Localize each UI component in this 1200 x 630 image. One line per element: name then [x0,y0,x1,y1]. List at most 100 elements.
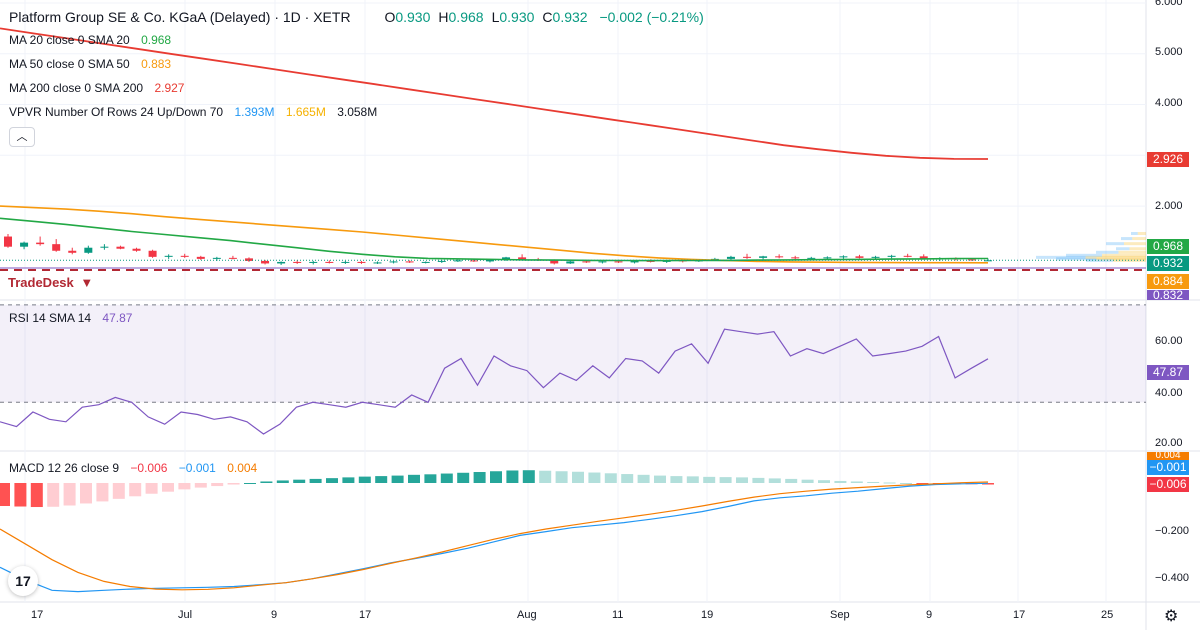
candle [36,242,45,245]
macd-histogram-bar [63,483,76,506]
candle [228,257,237,259]
candle [775,256,784,258]
candle [68,250,77,253]
symbol-legend[interactable]: Platform Group SE & Co. KGaA (Delayed) ·… [9,9,704,26]
macd-histogram-bar [457,472,470,483]
macd-histogram-bar [227,483,240,485]
macd-histogram-bar [326,478,338,483]
macd-histogram-bar [539,470,552,483]
macd-histogram-bar [703,476,716,483]
rsi-tick: 20.00 [1155,437,1183,449]
ma50-price-tag: 0.884 [1147,274,1189,289]
ohlc-values: O0.930 H0.968 L0.930 C0.932 [384,9,595,25]
candle [164,255,173,257]
macd-signal-value: 0.004 [227,461,258,475]
candle [759,256,768,258]
candle [823,257,832,259]
macd-histogram-bar [14,483,27,507]
macd-histogram-bar [686,476,699,483]
macd-legend[interactable]: MACD 12 26 close 9 −0.006 −0.001 0.004 [9,461,257,475]
ma20-legend[interactable]: MA 20 close 0 SMA 20 0.968 [9,33,171,47]
ma200-legend[interactable]: MA 200 close 0 SMA 200 2.927 [9,81,184,95]
chevron-up-icon: ︿ [16,131,28,143]
logo-text: 17 [15,573,31,589]
candle [550,260,559,264]
candle [887,255,896,257]
macd-histogram-bar [818,480,830,483]
candle [277,261,286,264]
macd-histogram-bar [506,470,519,483]
macd-histogram-bar [375,476,388,483]
macd-histogram-bar [752,477,765,483]
candle [791,257,800,259]
macd-histogram-bar [342,477,355,483]
vpvr-bar [1121,237,1133,241]
vpvr-legend[interactable]: VPVR Number Of Rows 24 Up/Down 70 1.393M… [9,105,377,119]
candle [566,261,575,264]
macd-histogram-bar [867,481,880,483]
candle [582,261,591,263]
macd-histogram-bar [112,483,125,499]
macd-histogram-bar [408,474,420,483]
candle [871,256,880,258]
vpvr-bar [1066,253,1102,257]
candle [212,257,221,259]
candle [261,260,270,264]
tradedesk-button[interactable]: TradeDesk ▼ [8,275,93,290]
vpvr-bar [1118,250,1146,254]
rsi-legend[interactable]: RSI 14 SMA 14 47.87 [9,311,132,325]
candle [132,248,141,251]
macd-histogram-bar [194,483,207,488]
rsi-label: RSI 14 SMA 14 [9,311,92,325]
macd-histogram-bar [719,477,732,483]
candle [855,256,864,258]
candle [437,260,446,262]
macd-signal-tag: 0.004 [1147,452,1189,460]
macd-histogram-bar [768,478,781,483]
vpvr-bar [1086,258,1113,262]
ma200-value: 2.927 [154,81,185,95]
candle [630,260,639,263]
macd-histogram-bar [145,483,158,494]
ma50-value: 0.883 [141,57,172,71]
rsi-value: 47.87 [102,311,133,325]
macd-histogram-bar [293,479,306,483]
macd-histogram-bar [244,483,256,484]
macd-histogram-bar [260,481,273,483]
macd-histogram-bar [440,473,453,483]
macd-histogram-bar [309,478,322,483]
candle [373,262,382,264]
time-tick: 19 [701,609,714,621]
rsi-band [0,304,1146,403]
ma20-value: 0.968 [141,33,172,47]
rsi-tick: 40.00 [1155,387,1183,399]
macd-histogram-bar [621,474,634,483]
macd-histogram-bar [211,483,224,487]
vpvr-bar [1106,242,1124,246]
macd-histogram-tag: −0.006 [1147,477,1189,492]
candle [919,256,928,259]
candle [502,257,511,260]
candle [518,257,527,260]
tradedesk-label: TradeDesk [8,275,74,290]
ohlc-l: L0.930 [491,9,535,25]
vpvr-bar [1056,257,1097,261]
time-tick: 9 [271,609,278,621]
gear-icon[interactable]: ⚙ [1164,608,1179,625]
macd-histogram-bar [0,483,10,506]
macd-histogram-bar [490,471,502,483]
collapse-legend-button[interactable]: ︿ [9,127,35,147]
ohlc-h: H0.968 [438,9,484,25]
time-tick: 17 [1013,609,1026,621]
candle [743,256,752,258]
rsi-line [0,328,989,435]
vpvr-bar [1129,247,1146,251]
tradingview-logo-icon[interactable]: 17 [8,566,38,596]
ma50-legend[interactable]: MA 50 close 0 SMA 50 0.883 [9,57,171,71]
time-tick: 17 [31,609,44,621]
candle [180,255,189,257]
symbol-title: Platform Group SE & Co. KGaA (Delayed) ·… [9,9,351,25]
time-tick: Jul [178,609,193,621]
macd-line-tag: −0.001 [1147,460,1189,475]
